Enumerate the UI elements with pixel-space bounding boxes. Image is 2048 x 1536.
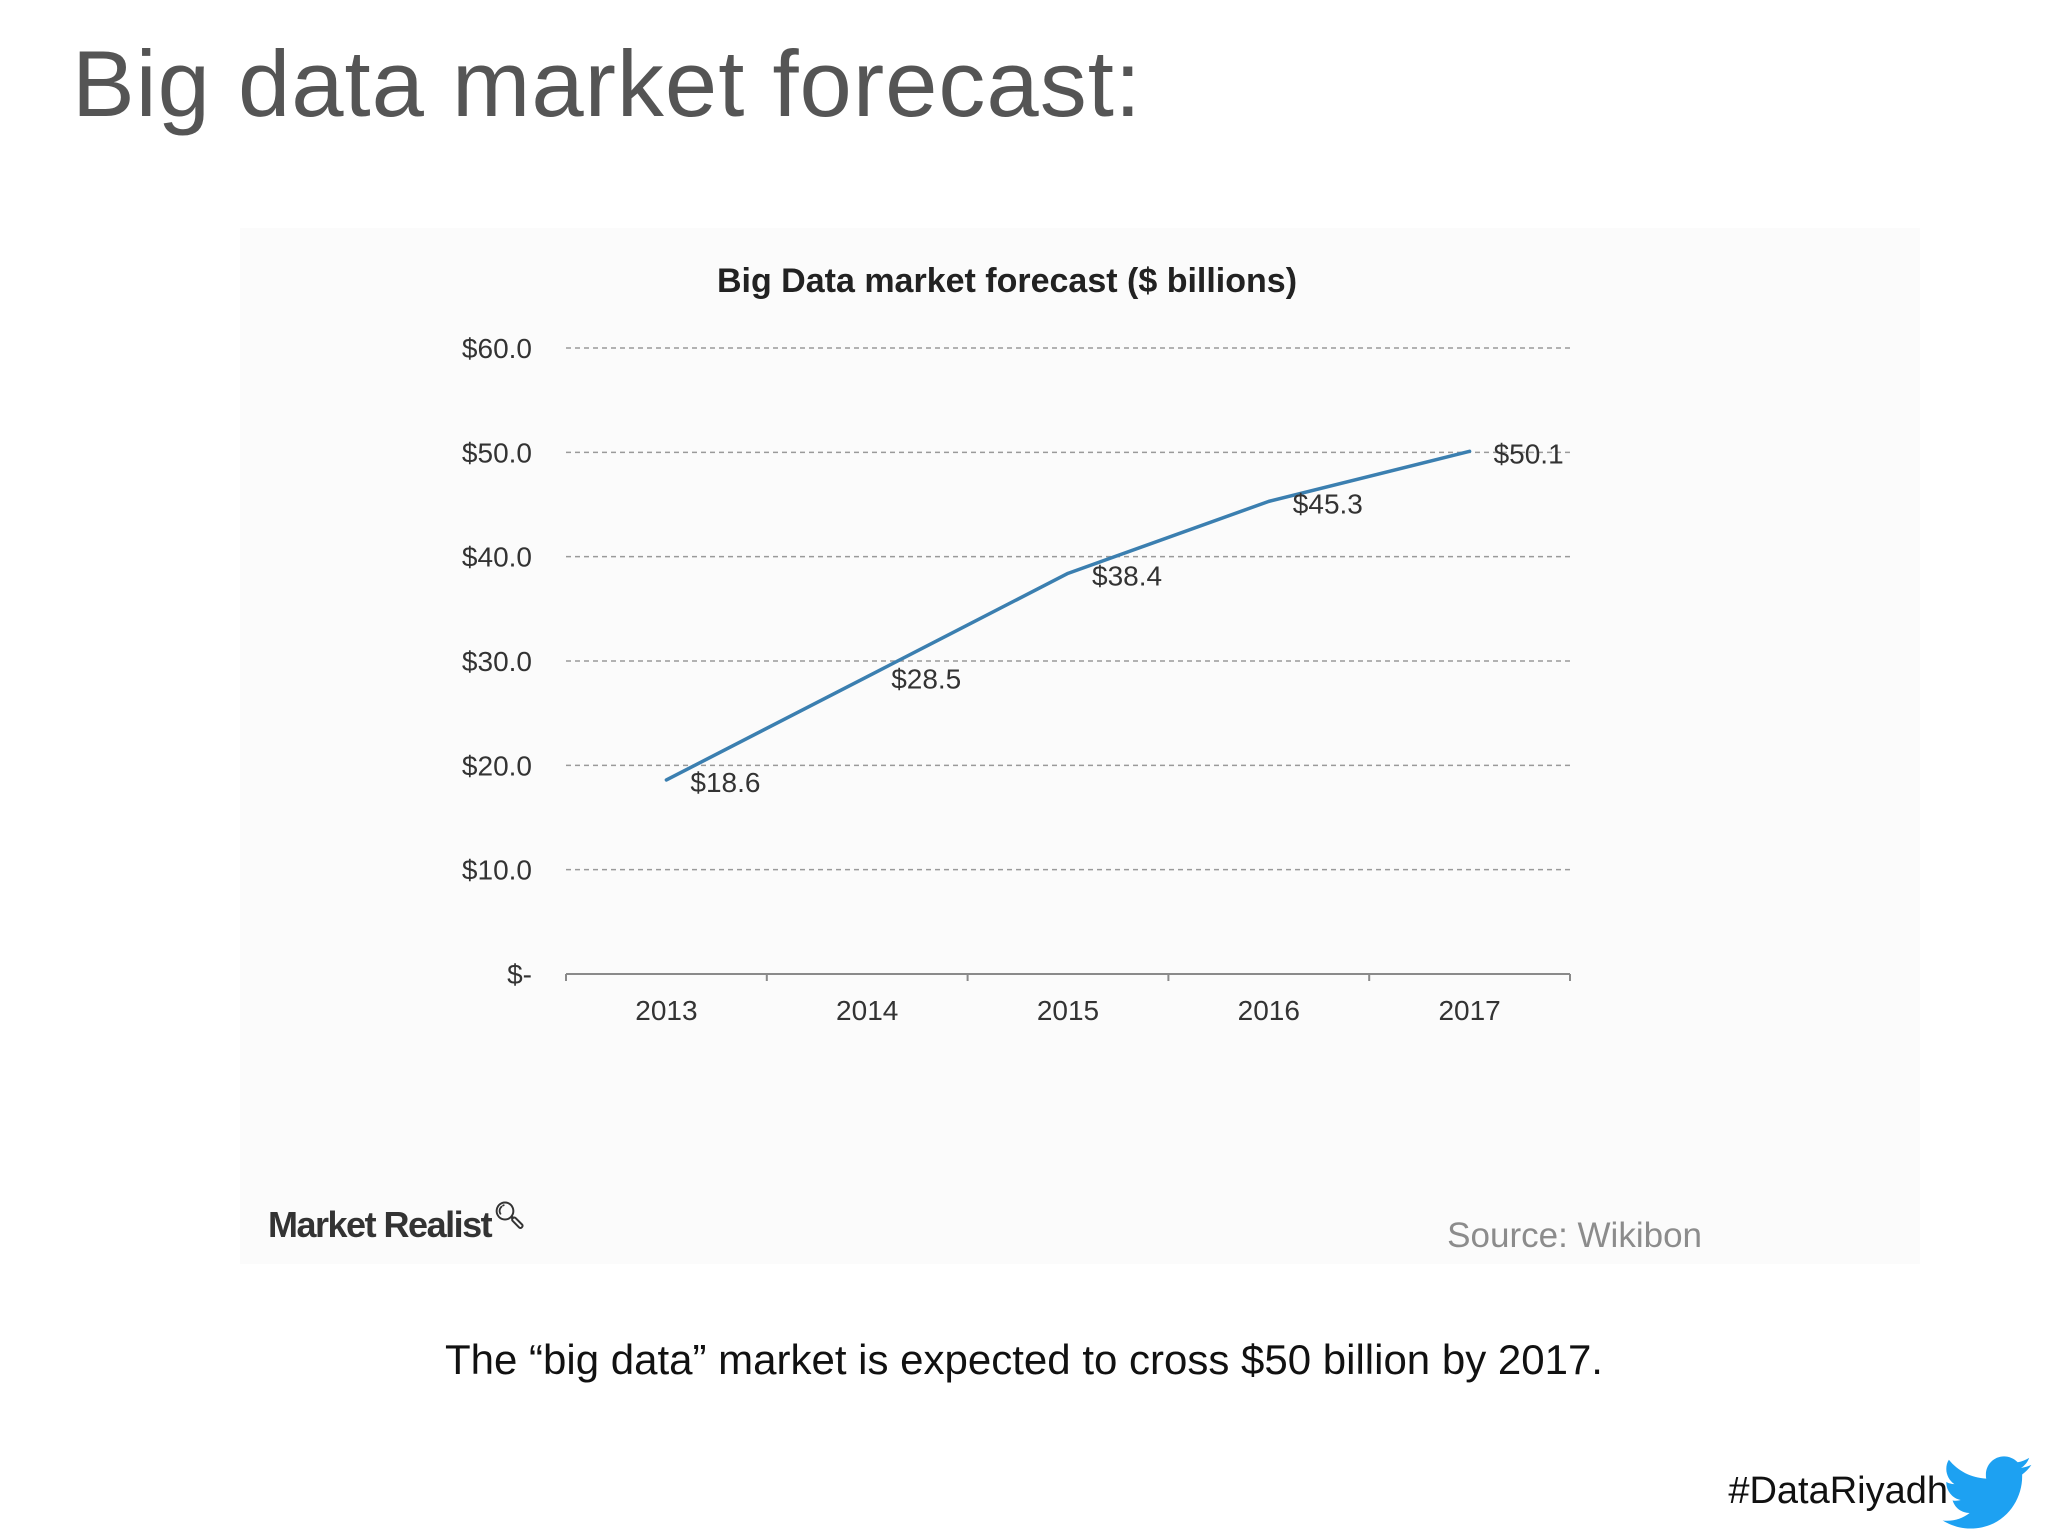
- brand-name: Market Realist: [268, 1204, 493, 1245]
- slide-title: Big data market forecast:: [72, 31, 1142, 136]
- chart-title: Big Data market forecast ($ billions): [717, 262, 1297, 300]
- y-tick-label: $10.0: [462, 855, 532, 886]
- x-tick-label: 2017: [1438, 995, 1500, 1026]
- x-tick-label: 2016: [1238, 995, 1300, 1026]
- chart-panel: Big Data market forecast ($ billions) $-…: [240, 228, 1920, 1264]
- magnifier-icon: 🔍︎: [493, 1200, 526, 1230]
- x-axis: [565, 973, 1571, 981]
- data-label: $45.3: [1293, 488, 1363, 519]
- y-tick-label: $-: [507, 959, 532, 990]
- hashtag-label: #DataRiyadh: [1728, 1470, 1948, 1512]
- series-line-group: [664, 449, 1472, 782]
- y-tick-label: $40.0: [462, 542, 532, 573]
- market-realist-logo: Market Realist🔍︎: [268, 1200, 526, 1246]
- source-note: Source: Wikibon: [1447, 1216, 1702, 1255]
- line-chart: Big Data market forecast ($ billions) $-…: [462, 262, 1571, 1026]
- series-line: [664, 449, 1472, 782]
- y-axis-tick-labels: $- $10.0 $20.0 $30.0 $40.0 $50.0 $60.0: [462, 333, 532, 990]
- slide-caption: The “big data” market is expected to cro…: [445, 1336, 1603, 1383]
- data-label: $18.6: [690, 767, 760, 798]
- data-labels: $18.6 $28.5 $38.4 $45.3 $50.1: [690, 438, 1563, 798]
- x-axis-tick-labels: 2013 2014 2015 2016 2017: [635, 995, 1500, 1026]
- y-tick-label: $50.0: [462, 437, 532, 468]
- twitter-bird-icon: [1942, 1456, 2032, 1529]
- x-tick-label: 2013: [635, 995, 697, 1026]
- data-label: $28.5: [891, 664, 961, 695]
- y-tick-label: $30.0: [462, 646, 532, 677]
- y-tick-label: $60.0: [462, 333, 532, 364]
- x-tick-label: 2015: [1037, 995, 1099, 1026]
- x-tick-label: 2014: [836, 995, 898, 1026]
- data-label: $38.4: [1092, 560, 1162, 591]
- data-label: $50.1: [1494, 438, 1564, 469]
- y-tick-label: $20.0: [462, 750, 532, 781]
